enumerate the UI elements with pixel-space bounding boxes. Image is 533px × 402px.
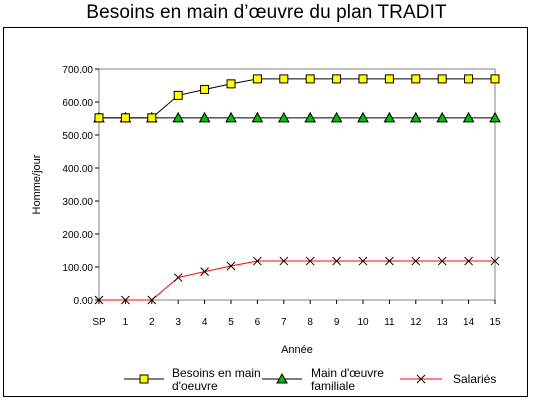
y-tick-label: 400.00 bbox=[62, 164, 93, 175]
x-tick-label: 4 bbox=[202, 317, 208, 328]
x-axis-label: Année bbox=[281, 344, 313, 356]
x-tick-label: 15 bbox=[489, 317, 501, 328]
data-point-series-2 bbox=[411, 256, 421, 266]
legend-label-1: familiale bbox=[311, 379, 355, 393]
data-point-series-2 bbox=[490, 256, 500, 266]
data-point-series-0 bbox=[252, 74, 262, 84]
chart-title: Besoins en main d’œuvre du plan TRADIT bbox=[86, 2, 447, 23]
x-tick-label: 11 bbox=[384, 317, 395, 328]
y-tick-label: 0.00 bbox=[74, 296, 94, 307]
data-point-series-1 bbox=[172, 111, 185, 123]
data-point-series-2 bbox=[385, 256, 394, 266]
data-point-series-0 bbox=[120, 113, 130, 123]
data-point-series-1 bbox=[330, 111, 343, 123]
data-point-series-2 bbox=[332, 256, 341, 266]
legend-label-2: Salariés bbox=[453, 372, 496, 386]
series-line-0 bbox=[99, 78, 495, 119]
data-point-series-2 bbox=[173, 273, 183, 282]
data-point-series-0 bbox=[332, 74, 342, 84]
data-point-series-0 bbox=[490, 74, 500, 84]
x-tick-label: SP bbox=[92, 317, 106, 328]
legend-marker-2 bbox=[416, 374, 426, 384]
data-point-series-0 bbox=[147, 113, 157, 123]
data-point-series-2 bbox=[121, 295, 130, 305]
data-point-series-1 bbox=[251, 111, 264, 123]
x-tick-label: 8 bbox=[307, 317, 313, 328]
data-point-series-2 bbox=[279, 256, 289, 266]
data-point-series-2 bbox=[94, 295, 104, 305]
plot-area bbox=[98, 68, 496, 301]
y-tick-label: 600.00 bbox=[62, 98, 93, 109]
x-tick-label: 2 bbox=[149, 317, 155, 328]
data-point-series-1 bbox=[357, 111, 369, 123]
x-tick-label: 5 bbox=[228, 317, 234, 328]
data-point-series-0 bbox=[384, 74, 394, 84]
x-tick-label: 13 bbox=[437, 317, 449, 328]
data-point-series-0 bbox=[305, 74, 315, 84]
data-point-series-2 bbox=[437, 256, 447, 266]
data-point-series-1 bbox=[383, 111, 396, 123]
data-point-series-2 bbox=[200, 267, 209, 276]
data-point-series-0 bbox=[279, 74, 289, 84]
x-tick-label: 1 bbox=[123, 317, 129, 328]
x-tick-label: 12 bbox=[410, 317, 422, 328]
data-point-series-1 bbox=[462, 111, 475, 123]
x-tick-label: 6 bbox=[255, 317, 261, 328]
data-point-series-0 bbox=[437, 74, 447, 84]
y-axis-label: Homme/jour bbox=[31, 154, 43, 214]
y-tick-label: 700.00 bbox=[62, 65, 93, 76]
series-line-2 bbox=[99, 260, 495, 301]
legend-label-0: d'oeuvre bbox=[172, 379, 218, 393]
data-point-series-0 bbox=[464, 74, 474, 84]
legend-marker-0 bbox=[139, 374, 149, 384]
data-point-series-0 bbox=[226, 79, 236, 89]
y-tick-label: 100.00 bbox=[62, 263, 93, 274]
x-tick-label: 3 bbox=[175, 317, 181, 328]
data-point-series-1 bbox=[277, 111, 290, 123]
x-tick-label: 10 bbox=[357, 317, 369, 328]
data-point-series-0 bbox=[200, 84, 210, 94]
data-point-series-2 bbox=[253, 256, 262, 266]
legend-label-0: Besoins en main bbox=[172, 366, 261, 380]
x-tick-label: 7 bbox=[281, 317, 287, 328]
data-point-series-2 bbox=[226, 261, 236, 271]
data-point-series-2 bbox=[464, 256, 473, 266]
y-tick-label: 300.00 bbox=[62, 197, 93, 208]
data-point-series-1 bbox=[198, 111, 211, 123]
x-tick-label: 14 bbox=[463, 317, 475, 328]
data-point-series-2 bbox=[358, 256, 368, 266]
data-point-series-0 bbox=[94, 113, 104, 123]
data-point-series-0 bbox=[411, 74, 421, 84]
legend-label-1: Main d'œuvre bbox=[311, 366, 384, 380]
data-point-series-2 bbox=[305, 256, 315, 266]
data-point-series-0 bbox=[358, 74, 368, 84]
data-point-series-1 bbox=[489, 111, 501, 123]
data-point-series-1 bbox=[304, 111, 317, 123]
y-tick-label: 500.00 bbox=[62, 131, 93, 142]
data-point-series-1 bbox=[409, 111, 422, 123]
data-point-series-2 bbox=[147, 295, 157, 305]
x-tick-label: 9 bbox=[334, 317, 340, 328]
chart-frame bbox=[3, 27, 528, 397]
data-point-series-0 bbox=[173, 90, 183, 100]
data-point-series-1 bbox=[436, 111, 449, 123]
legend-marker-1 bbox=[276, 372, 288, 384]
data-point-series-1 bbox=[225, 111, 237, 123]
y-tick-label: 200.00 bbox=[62, 230, 93, 241]
